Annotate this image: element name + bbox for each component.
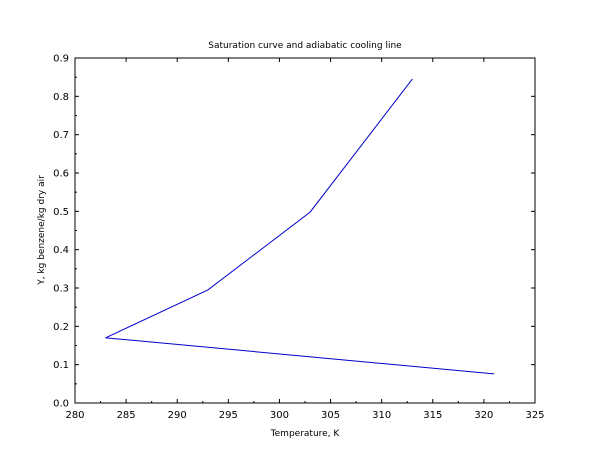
- y-tick-label: 0.5: [53, 207, 69, 218]
- plot-frame: [74, 57, 536, 404]
- y-tick-label: 0.0: [53, 399, 69, 410]
- x-tick-label: 280: [65, 410, 84, 421]
- x-tick-label: 290: [168, 410, 187, 421]
- y-axis-title: Y, kg benzene/kg dry air: [37, 175, 47, 286]
- x-tick-label: 300: [270, 410, 289, 421]
- x-tick-label: 315: [423, 410, 442, 421]
- x-tick-label: 325: [525, 410, 544, 421]
- y-tick-label: 0.4: [53, 245, 69, 256]
- y-tick-label: 0.6: [53, 169, 69, 180]
- y-tick-label: 0.9: [53, 54, 69, 65]
- chart-title: Saturation curve and adiabatic cooling l…: [208, 41, 402, 51]
- x-axis-ticks: 280 285 290 295 300 305 310 315 320 325: [65, 58, 545, 421]
- y-tick-label: 0.3: [53, 284, 69, 295]
- y-tick-label: 0.8: [53, 92, 69, 103]
- x-tick-label: 320: [474, 410, 493, 421]
- y-tick-label: 0.7: [53, 130, 69, 141]
- y-tick-label: 0.1: [53, 360, 69, 371]
- x-tick-label: 285: [117, 410, 136, 421]
- series-layer: [105, 78, 495, 375]
- saturation-curve-line: [105, 78, 413, 339]
- x-tick-label: 295: [219, 410, 238, 421]
- x-axis-title: Temperature, K: [270, 429, 341, 439]
- x-tick-label: 305: [321, 410, 340, 421]
- y-tick-label: 0.2: [53, 322, 69, 333]
- x-tick-label: 310: [372, 410, 391, 421]
- y-axis-ticks: 0.0 0.1 0.2 0.3 0.4 0.5 0.6 0.7 0.8 0.9: [53, 54, 535, 410]
- adiabatic-cooling-line: [105, 337, 495, 375]
